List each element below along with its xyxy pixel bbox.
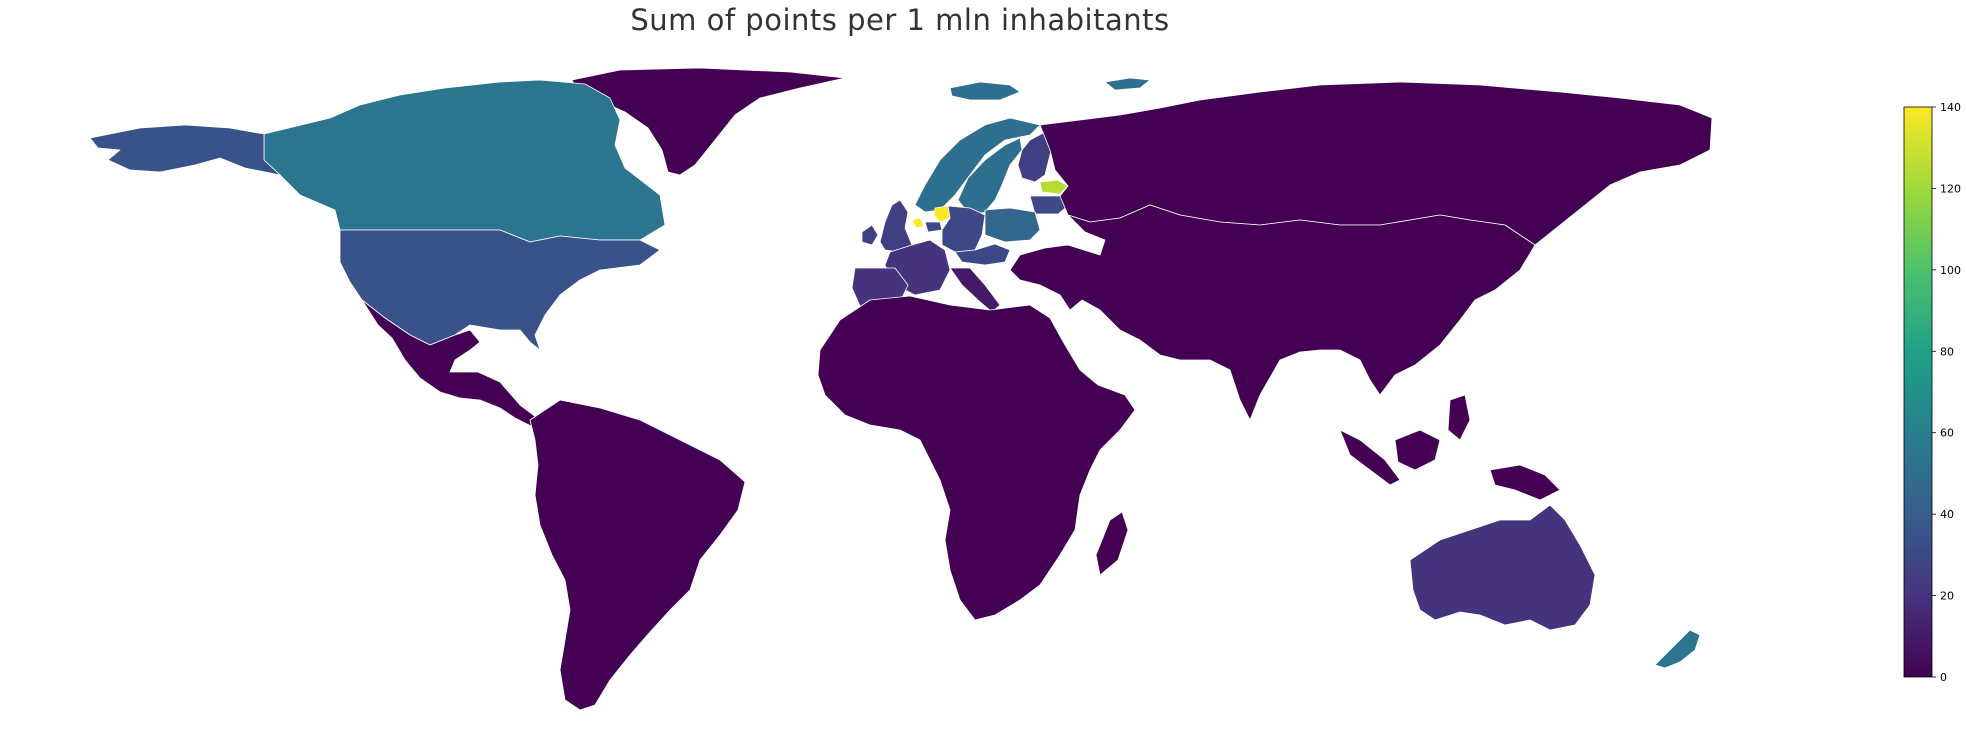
region-united-kingdom — [879, 199, 913, 253]
region-mexico-central-america — [361, 299, 541, 429]
colorbar-tick-label: 140 — [1940, 101, 1961, 114]
region-south-america — [529, 399, 746, 711]
region-estonia — [1039, 179, 1069, 195]
region-latvia-baltics — [1029, 195, 1069, 215]
colorbar-tick-label: 120 — [1940, 182, 1961, 195]
colorbar-tick-label: 0 — [1940, 671, 1947, 684]
colorbar-gradient — [1903, 106, 1933, 678]
colorbar-tick-label: 20 — [1940, 590, 1954, 603]
colorbar-tick-label: 60 — [1940, 427, 1954, 440]
region-greenland — [571, 67, 846, 176]
region-australia — [1409, 504, 1596, 631]
region-africa — [817, 295, 1136, 621]
colorbar-tick-label: 80 — [1940, 345, 1954, 358]
region-norway — [914, 117, 1041, 213]
region-southeast-asia — [1339, 394, 1561, 501]
region-luxembourg — [911, 217, 925, 229]
region-poland — [984, 207, 1041, 243]
region-netherlands — [933, 205, 951, 223]
region-alaska-usa — [89, 124, 281, 176]
region-iceland — [949, 81, 1021, 101]
region-svalbard — [1104, 77, 1151, 91]
region-czechia-austria — [954, 243, 1011, 266]
region-sweden — [957, 137, 1023, 216]
region-asia — [1009, 204, 1536, 421]
region-finland — [1017, 131, 1056, 183]
region-belgium — [924, 221, 943, 233]
chart-title: Sum of points per 1 mln inhabitants — [630, 3, 1170, 37]
region-ireland — [861, 224, 879, 246]
region-madagascar — [1095, 511, 1129, 576]
colorbar: 0 20 40 60 80 100 120 140 — [1903, 101, 1961, 684]
region-canada — [263, 79, 666, 243]
colorbar-tick-label: 100 — [1940, 264, 1961, 277]
region-new-zealand — [1654, 629, 1701, 669]
region-italy — [949, 267, 1001, 313]
colorbar-tick-label: 40 — [1940, 508, 1954, 521]
